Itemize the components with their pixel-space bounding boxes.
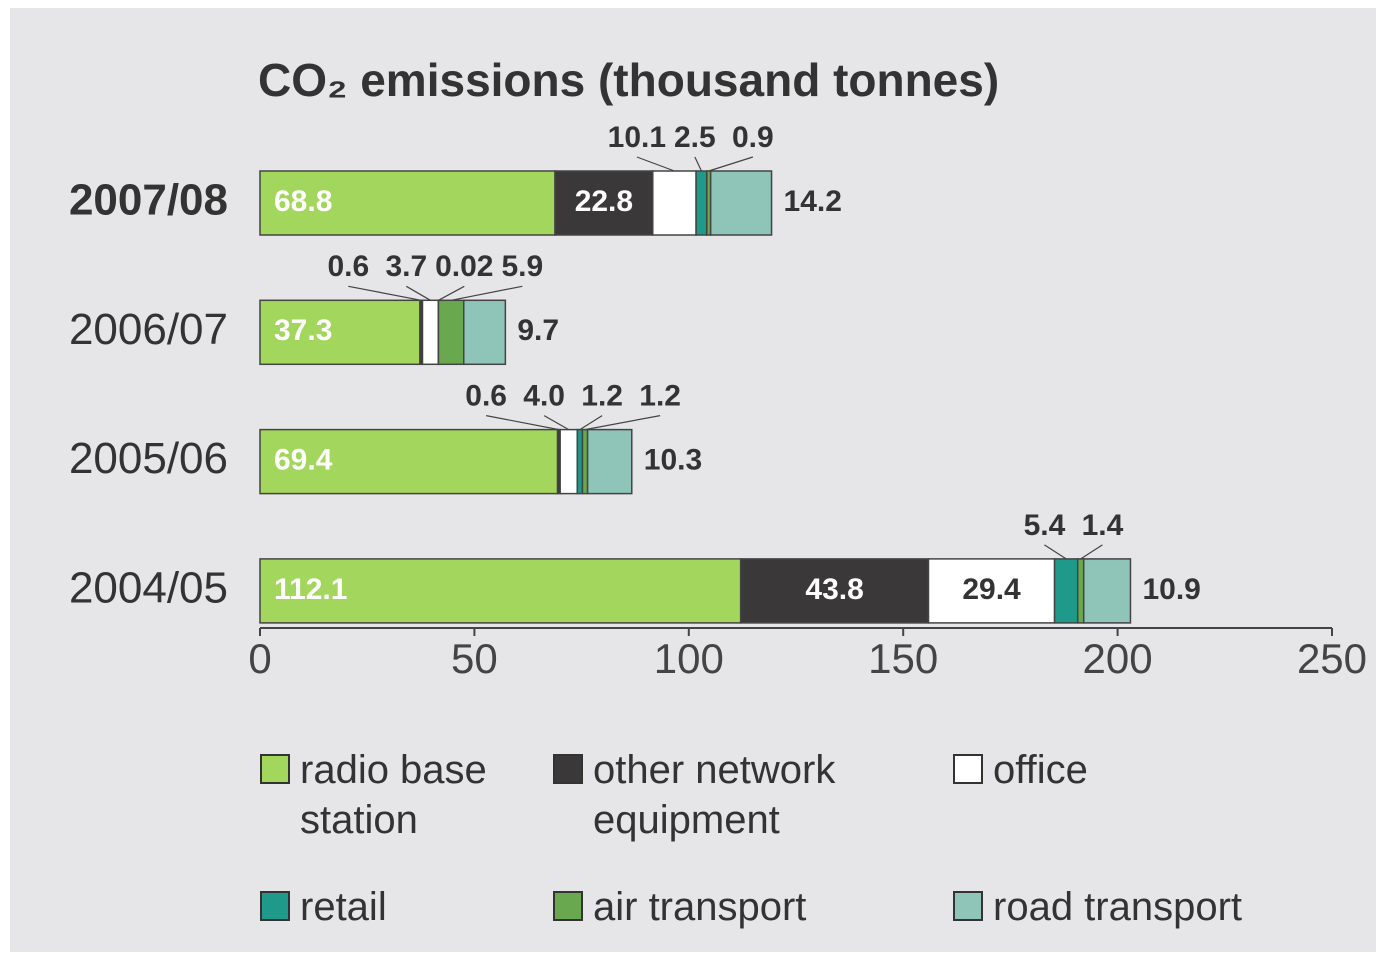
leader-line	[406, 285, 431, 301]
x-tick-label: 250	[1297, 635, 1367, 682]
x-tick-label: 0	[248, 635, 271, 682]
leader-line	[579, 415, 603, 431]
value-label: 43.8	[805, 573, 863, 606]
value-label: 0.9	[732, 121, 774, 154]
legend-item: retail	[260, 882, 550, 932]
leader-line	[1080, 544, 1103, 560]
legend-swatch	[260, 754, 290, 784]
y-tick-label: 2006/07	[69, 305, 228, 354]
bar-segment	[652, 170, 697, 236]
bar-segment	[437, 299, 465, 366]
leader-line	[584, 415, 661, 431]
bar-segment	[1082, 558, 1132, 624]
y-tick-label: 2007/08	[69, 176, 228, 225]
legend-item: other network equipment	[553, 745, 893, 845]
bar-segment	[927, 558, 1056, 624]
legend-label: retail	[300, 885, 387, 929]
legend-swatch	[553, 891, 583, 921]
bar-segment	[1053, 558, 1079, 624]
value-label: 22.8	[575, 185, 633, 218]
value-label: 112.1	[274, 573, 347, 606]
bar-segment	[695, 170, 708, 236]
y-tick-label: 2004/05	[69, 564, 228, 613]
bar-segment	[709, 170, 773, 236]
bar-segment	[259, 170, 556, 236]
legend-label: road transport	[993, 885, 1243, 929]
bar-segment	[463, 299, 507, 366]
value-label: 10.3	[644, 444, 702, 477]
legend-label: radio base station	[300, 748, 487, 842]
leader-line	[1044, 544, 1067, 560]
bar-segment	[586, 428, 633, 495]
value-label: 0.02	[435, 250, 493, 283]
leader-line	[636, 156, 675, 172]
chart-title: CO₂ emissions (thousand tonnes)	[258, 54, 999, 106]
legend-label: other network equipment	[593, 748, 836, 842]
legend-label: air transport	[593, 885, 807, 929]
leader-line	[348, 285, 422, 301]
value-label: 37.3	[274, 314, 332, 347]
legend-swatch	[553, 754, 583, 784]
legend-item: office	[953, 745, 1333, 795]
leader-line	[543, 415, 570, 431]
value-label: 9.7	[517, 314, 559, 347]
value-label: 4.0	[523, 380, 565, 413]
leader-line	[486, 415, 559, 431]
value-label: 2.5	[674, 121, 716, 154]
value-label: 68.8	[274, 185, 332, 218]
leader-line	[438, 285, 465, 301]
legend-item: radio base station	[260, 745, 550, 845]
leader-line	[694, 156, 702, 172]
leader-line	[708, 156, 754, 172]
value-label: 29.4	[962, 573, 1021, 606]
x-tick-label: 100	[654, 635, 724, 682]
leader-line	[451, 285, 523, 301]
bar-segment	[259, 428, 559, 495]
legend-item: air transport	[553, 882, 893, 932]
value-label: 14.2	[784, 185, 842, 218]
background	[10, 8, 1376, 952]
value-label: 0.6	[465, 380, 507, 413]
bar-segment	[554, 170, 654, 236]
bar-segment	[559, 428, 579, 495]
bar-segment	[259, 299, 421, 366]
value-label: 1.4	[1082, 509, 1124, 542]
value-label: 0.6	[327, 250, 369, 283]
value-label: 3.7	[385, 250, 427, 283]
value-label: 1.2	[581, 380, 623, 413]
x-tick-label: 150	[868, 635, 938, 682]
value-label: 5.9	[501, 250, 543, 283]
bar-segment	[581, 428, 589, 495]
x-tick-label: 50	[451, 635, 498, 682]
value-label: 10.9	[1142, 573, 1200, 606]
value-label: 69.4	[274, 444, 333, 477]
legend-swatch	[260, 891, 290, 921]
bar-segment	[576, 428, 584, 495]
bar-segment	[1076, 558, 1085, 624]
bar-segment	[259, 558, 742, 624]
x-tick-label: 200	[1083, 635, 1153, 682]
value-label: 10.1	[608, 121, 666, 154]
legend-item: road transport	[953, 882, 1333, 932]
y-tick-label: 2005/06	[69, 434, 228, 483]
legend-label: office	[993, 748, 1088, 792]
legend-swatch	[953, 754, 983, 784]
legend-swatch	[953, 891, 983, 921]
value-label: 5.4	[1024, 509, 1066, 542]
bar-segment	[421, 299, 440, 366]
value-label: 1.2	[639, 380, 681, 413]
